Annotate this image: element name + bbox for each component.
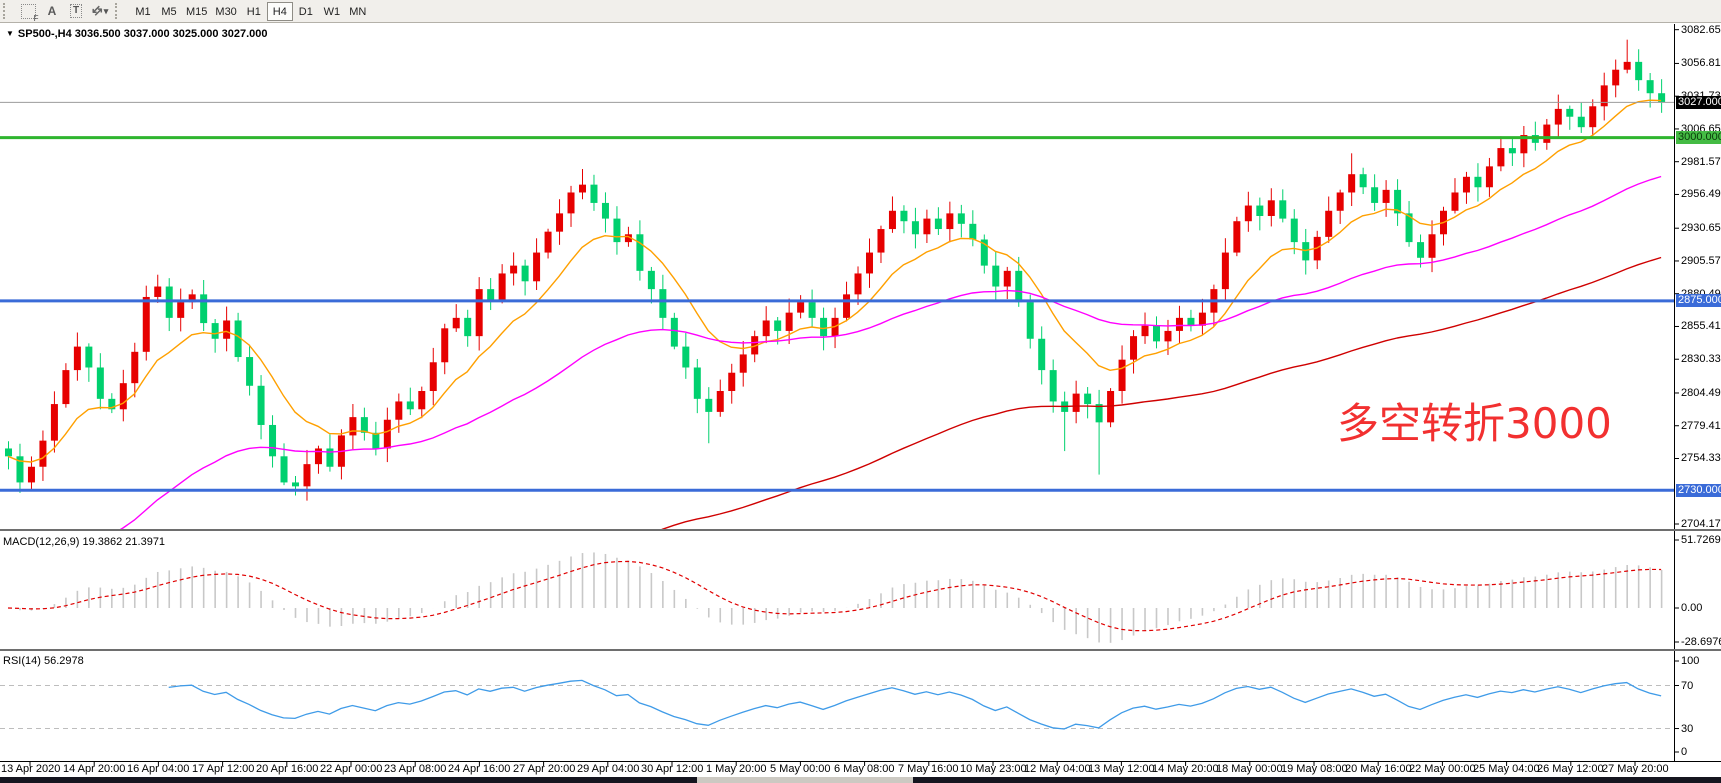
pane-separator-macd[interactable]	[0, 529, 1721, 531]
time-axis-label: 1 May 20:00	[706, 763, 767, 775]
toolbar: F A T ⇵ ▾ M1 M5 M15 M30 H1 H4 D1 W1 MN	[0, 0, 1721, 23]
dropdown-caret-icon: ▾	[103, 5, 109, 16]
rsi-scale-label: 100	[1681, 655, 1700, 667]
toolbar-grip-2[interactable]	[115, 3, 124, 19]
time-axis-label: 22 Apr 00:00	[320, 763, 383, 775]
price-axis-label: 3082.650	[1681, 23, 1721, 36]
text-box-icon[interactable]: T	[64, 2, 88, 21]
time-axis-label: 16 Apr 04:00	[127, 763, 190, 775]
time-axis-label: 20 Apr 16:00	[256, 763, 319, 775]
arrange-arrows-icon[interactable]: ⇵ ▾	[88, 2, 109, 20]
time-axis-label: 14 May 20:00	[1152, 763, 1219, 775]
time-axis-label: 10 May 23:00	[960, 763, 1027, 775]
taskbar-edge-segment	[697, 777, 913, 783]
price-badge-2875.000: 2875.000	[1676, 294, 1721, 308]
time-axis-label: 30 Apr 12:00	[641, 763, 704, 775]
rsi-scale-label: 0	[1681, 746, 1688, 758]
time-axis-label: 22 May 00:00	[1409, 763, 1476, 775]
price-axis-label: 2855.410	[1681, 320, 1721, 333]
timeframe-group: M1 M5 M15 M30 H1 H4 D1 W1 MN	[130, 1, 371, 21]
price-axis-label: 2704.170	[1681, 518, 1721, 530]
price-pane[interactable]	[5, 39, 1666, 783]
timeframe-button-m15[interactable]: M15	[186, 5, 208, 18]
grid-f-icon[interactable]: F	[16, 2, 40, 23]
time-axis-label: 27 May 20:00	[1602, 763, 1669, 775]
time-axis-label: 14 Apr 20:00	[63, 763, 126, 775]
price-axis-label: 2754.330	[1681, 452, 1721, 465]
chart-text-annotation[interactable]: 多空转折3000	[1337, 399, 1612, 448]
rsi-indicator-label: RSI(14) 56.2978	[3, 655, 84, 667]
slow-ma-line	[661, 256, 1662, 529]
rsi-scale-label: 30	[1681, 722, 1694, 735]
time-axis-label: 13 May 12:00	[1088, 763, 1155, 775]
time-axis-label: 6 May 08:00	[834, 763, 895, 775]
time-axis-label: 24 Apr 16:00	[448, 763, 511, 775]
timeframe-button-h4[interactable]: H4	[266, 1, 293, 21]
time-axis-label: 25 May 04:00	[1473, 763, 1540, 775]
time-axis-label: 13 Apr 2020	[1, 763, 61, 775]
price-badge-3000.000: 3000.000	[1676, 131, 1721, 145]
mid-ma-line	[119, 175, 1662, 529]
rsi-scale-label: 70	[1681, 679, 1694, 692]
price-axis-label: 2956.490	[1681, 188, 1721, 201]
rsi-line	[168, 679, 1662, 730]
rsi-pane[interactable]	[0, 679, 1674, 730]
macd-scale-label: -28.6976	[1681, 636, 1721, 648]
pane-separator-rsi[interactable]	[0, 649, 1721, 651]
timeframe-button-mn[interactable]: MN	[349, 5, 367, 18]
time-axis-label: 5 May 00:00	[770, 763, 831, 775]
time-axis-label: 18 May 00:00	[1216, 763, 1283, 775]
price-axis-label: 2804.490	[1681, 386, 1721, 399]
price-axis-label: 3056.810	[1681, 57, 1721, 70]
time-axis-label: 23 Apr 08:00	[384, 763, 447, 775]
timeframe-button-m1[interactable]: M1	[135, 5, 151, 18]
timeframe-button-m5[interactable]: M5	[161, 5, 177, 18]
price-axis-label: 2981.570	[1681, 155, 1721, 168]
time-axis-label: 29 Apr 04:00	[577, 763, 640, 775]
time-axis-label: 27 Apr 20:00	[513, 763, 576, 775]
price-axis-label: 2779.410	[1681, 419, 1721, 432]
font-icon[interactable]: A	[47, 4, 57, 18]
price-axis-label: 2830.330	[1681, 353, 1721, 366]
price-axis-label: 2930.650	[1681, 222, 1721, 235]
time-axis-label: 17 Apr 12:00	[192, 763, 255, 775]
timeframe-button-h1[interactable]: H1	[246, 5, 261, 18]
time-axis-label: 19 May 08:00	[1281, 763, 1348, 775]
macd-signal-line	[7, 560, 1662, 632]
timeframe-button-w1[interactable]: W1	[323, 5, 341, 18]
price-axis-label: 2905.570	[1681, 254, 1721, 267]
time-axis-label: 7 May 16:00	[898, 763, 959, 775]
timeframe-button-d1[interactable]: D1	[298, 5, 313, 18]
price-badge-2730.000: 2730.000	[1676, 483, 1721, 497]
macd-pane[interactable]	[7, 552, 1663, 643]
taskbar-edge	[0, 777, 1721, 783]
macd-indicator-label: MACD(12,26,9) 19.3862 21.3971	[3, 536, 166, 548]
symbol-ohlc-line: ▼ SP500-,H4 3036.500 3037.000 3025.000 30…	[6, 28, 268, 40]
toolbar-grip[interactable]	[3, 3, 12, 19]
symbol-dropdown-icon[interactable]: ▼	[6, 29, 14, 38]
price-badge-3027.000: 3027.000	[1676, 95, 1721, 109]
time-axis-label: 20 May 16:00	[1345, 763, 1412, 775]
time-axis-label: 26 May 12:00	[1537, 763, 1604, 775]
time-axis-label: 12 May 04:00	[1024, 763, 1091, 775]
macd-scale-label: 51.7269	[1681, 534, 1721, 546]
macd-scale-label: 0.00	[1681, 602, 1703, 614]
timeframe-button-m30[interactable]: M30	[215, 5, 237, 18]
fast-ma-line	[7, 99, 1662, 463]
